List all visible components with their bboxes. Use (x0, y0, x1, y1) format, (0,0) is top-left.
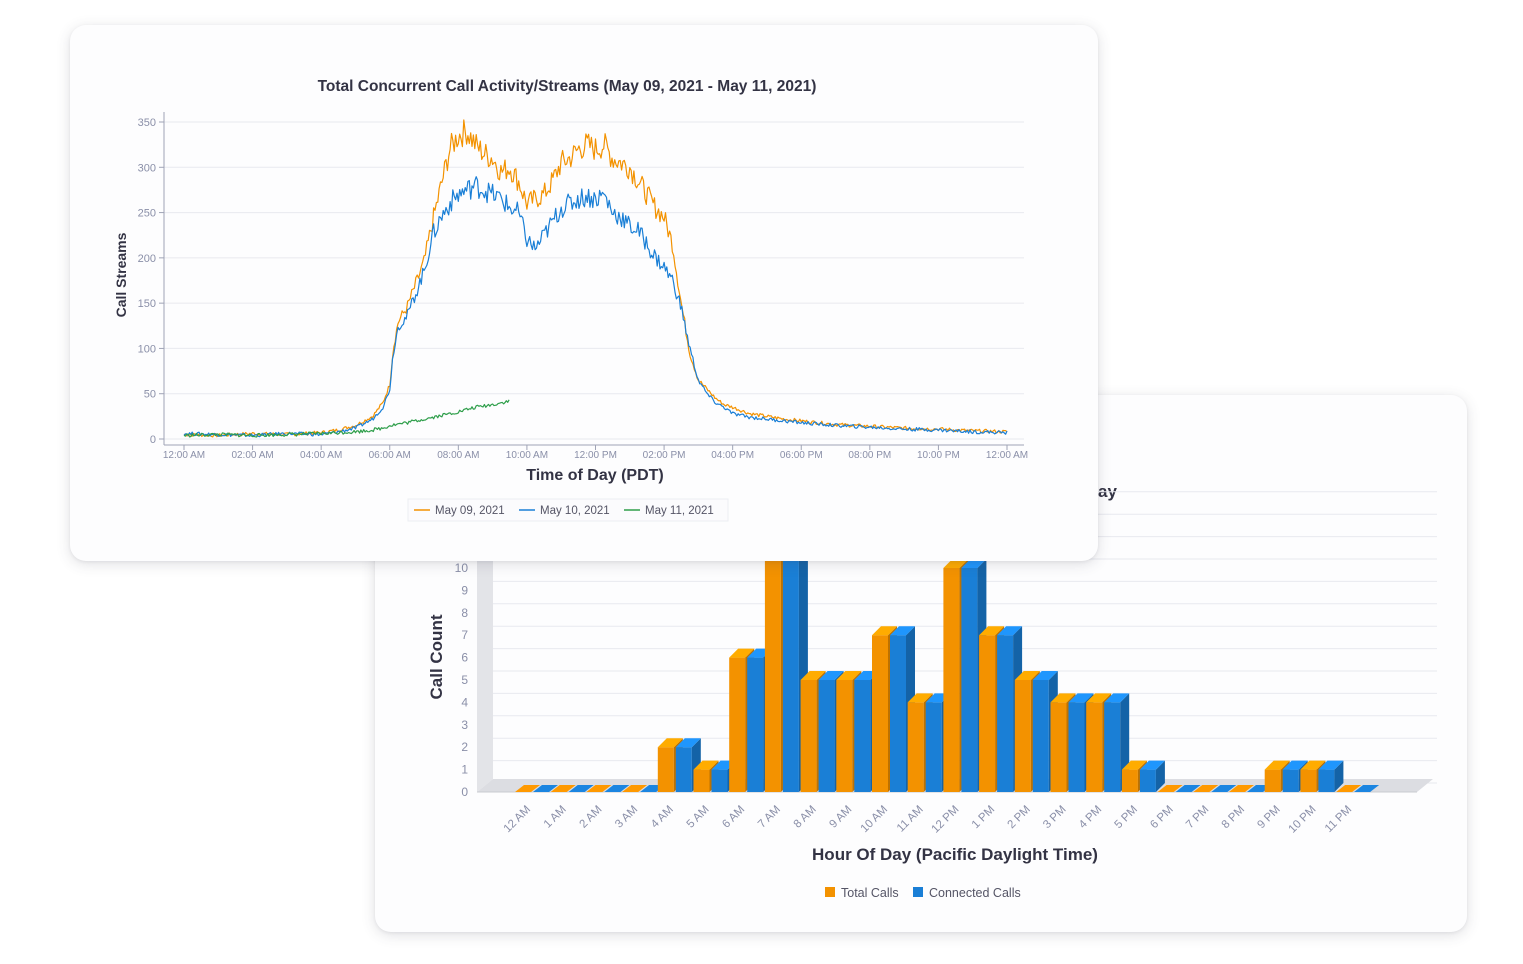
bar-x-tick-label: 10 PM (1287, 804, 1319, 836)
series-may10-line (183, 176, 1008, 438)
bar-x-tick-label: 5 PM (1113, 804, 1140, 831)
line-x-tick-label: 06:00 PM (780, 450, 823, 461)
bar-y-tick-label: 9 (461, 583, 468, 597)
line-x-tick-label: 04:00 AM (300, 450, 342, 461)
legend-label-connected-calls[interactable]: Connected Calls (929, 886, 1021, 900)
bar-y-tick-label: 0 (461, 785, 468, 799)
bar-total-calls (515, 785, 540, 792)
bar-x-tick-label: 3 AM (613, 804, 640, 831)
bar-x-tick-label: 9 AM (827, 804, 854, 831)
bar-connected-calls (1175, 785, 1201, 792)
series-may11-line (183, 399, 510, 438)
bar-x-tick-label: 11 PM (1323, 804, 1354, 835)
bar-y-tick-label: 5 (461, 673, 468, 687)
bar-total-calls (622, 785, 648, 792)
bar-total-calls (1193, 785, 1219, 792)
bar-x-tick-label: 2 PM (1005, 804, 1032, 831)
line-y-tick-label: 200 (138, 253, 156, 265)
line-x-tick-label: 04:00 PM (711, 450, 754, 461)
bar-total-calls (1229, 785, 1254, 792)
bar-y-axis-title: Call Count (427, 614, 446, 699)
line-y-tick-label: 350 (138, 117, 156, 129)
bar-x-tick-label: 8 AM (792, 804, 819, 831)
bar-x-tick-label: 2 AM (577, 804, 604, 831)
bar-y-tick-label: 10 (455, 561, 469, 575)
bar-x-tick-label: 7 PM (1184, 804, 1211, 831)
bar-connected-calls (533, 785, 558, 792)
legend-swatch-connected-calls (913, 887, 923, 897)
bar-x-tick-label: 3 PM (1041, 804, 1068, 831)
bar-x-tick-label: 6 PM (1148, 804, 1175, 831)
bar-y-tick-label: 7 (461, 628, 468, 642)
bar-x-tick-label: 4 PM (1077, 804, 1104, 831)
line-y-tick-label: 300 (138, 162, 156, 174)
line-y-tick-label: 0 (150, 434, 156, 446)
line-x-tick-label: 12:00 AM (986, 450, 1028, 461)
bar-total-calls (1157, 785, 1183, 792)
legend-box (407, 498, 729, 522)
line-x-tick-label: 06:00 AM (369, 450, 411, 461)
line-y-axis-title: Call Streams (113, 232, 129, 317)
line-chart-title: Total Concurrent Call Activity/Streams (… (318, 78, 817, 95)
bar-total-calls (550, 785, 576, 792)
bar-x-tick-label: 1 AM (542, 804, 569, 831)
bar-connected-calls (1139, 760, 1165, 792)
line-x-tick-label: 12:00 AM (163, 450, 205, 461)
bar-y-tick-label: 3 (461, 718, 468, 732)
bar-y-tick-label: 4 (461, 695, 468, 709)
bar-connected-calls (1211, 785, 1237, 792)
line-x-axis-title: Time of Day (PDT) (526, 467, 664, 484)
bar-y-tick-label: 2 (461, 740, 468, 754)
bar-y-tick-label: 6 (461, 651, 468, 665)
bar-x-axis-title: Hour Of Day (Pacific Daylight Time) (812, 845, 1098, 864)
legend-label-may11[interactable]: May 11, 2021 (645, 505, 714, 517)
bar-x-tick-label: 4 AM (649, 804, 676, 831)
legend-label-may09[interactable]: May 09, 2021 (435, 505, 505, 517)
bar-x-tick-label: 6 AM (720, 804, 747, 831)
bar-connected-calls (568, 785, 594, 792)
concurrent-calls-chart: Total Concurrent Call Activity/Streams (… (113, 78, 1028, 522)
legend-label-may10[interactable]: May 10, 2021 (540, 505, 610, 517)
bar-x-tick-label: 9 PM (1255, 804, 1282, 831)
bar-total-calls (1336, 785, 1362, 792)
line-x-tick-label: 08:00 AM (437, 450, 479, 461)
bar-y-tick-label: 1 (461, 763, 468, 777)
legend-label-total-calls[interactable]: Total Calls (841, 886, 899, 900)
line-x-tick-label: 02:00 PM (643, 450, 686, 461)
line-x-tick-label: 02:00 AM (231, 450, 273, 461)
line-x-tick-label: 08:00 PM (848, 450, 891, 461)
bar-x-tick-label: 12 AM (502, 804, 534, 836)
bar-y-tick-label: 8 (461, 606, 468, 620)
line-y-tick-label: 100 (138, 343, 156, 355)
line-y-tick-label: 250 (138, 208, 156, 220)
line-x-tick-label: 10:00 PM (917, 450, 960, 461)
bar-x-tick-label: 7 AM (756, 804, 783, 831)
concurrent-calls-card: Total Concurrent Call Activity/Streams (… (70, 25, 1098, 561)
line-y-tick-label: 50 (144, 389, 156, 401)
bar-total-calls (586, 785, 612, 792)
line-x-tick-label: 10:00 AM (506, 450, 548, 461)
line-y-tick-label: 150 (138, 298, 156, 310)
bar-x-tick-label: 8 PM (1220, 804, 1247, 831)
bar-connected-calls (1354, 785, 1380, 792)
legend-swatch-total-calls (825, 887, 835, 897)
bar-x-tick-label: 11 AM (895, 804, 926, 835)
bar-x-tick-label: 10 AM (859, 804, 891, 836)
line-x-tick-label: 12:00 PM (574, 450, 617, 461)
bar-x-tick-label: 5 AM (685, 804, 712, 831)
bar-x-tick-label: 12 PM (930, 804, 962, 836)
bar-connected-calls (604, 785, 630, 792)
bar-connected-calls (1318, 760, 1344, 792)
bar-x-tick-label: 1 PM (970, 804, 997, 831)
bar-connected-calls (1104, 693, 1130, 792)
